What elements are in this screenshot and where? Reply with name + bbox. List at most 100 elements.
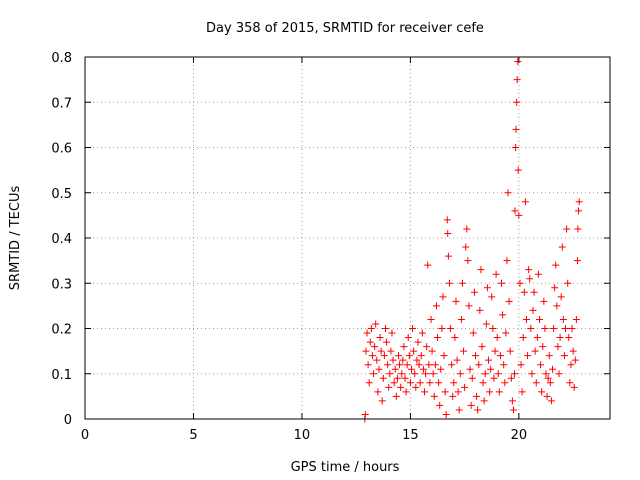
ticks — [84, 56, 610, 420]
data-point — [513, 76, 521, 84]
data-point — [537, 361, 545, 369]
data-point — [398, 370, 406, 378]
data-point — [454, 388, 462, 396]
data-point — [426, 379, 434, 387]
data-point — [512, 125, 520, 133]
data-point — [557, 293, 565, 301]
data-point — [366, 338, 374, 346]
y-tick-label: 0.3 — [51, 277, 72, 292]
data-point — [399, 356, 407, 364]
data-point — [515, 211, 523, 219]
y-tick-label: 0.7 — [51, 96, 72, 111]
data-point — [490, 374, 498, 382]
data-point — [477, 266, 485, 274]
data-point — [547, 397, 555, 405]
data-point — [440, 352, 448, 360]
data-point — [535, 315, 543, 323]
data-point — [466, 365, 474, 373]
data-point — [470, 288, 478, 296]
data-point — [417, 352, 425, 360]
data-point — [567, 361, 575, 369]
data-point — [393, 374, 401, 382]
data-point — [412, 383, 420, 391]
data-point — [539, 343, 547, 351]
data-point — [529, 306, 537, 314]
data-point — [384, 361, 392, 369]
data-point — [376, 334, 384, 342]
data-point — [566, 379, 574, 387]
data-point — [479, 379, 487, 387]
data-point — [442, 410, 450, 418]
data-point — [518, 388, 526, 396]
data-point — [434, 334, 442, 342]
data-point — [520, 288, 528, 296]
data-point — [379, 374, 387, 382]
data-point — [428, 347, 436, 355]
data-point — [475, 361, 483, 369]
data-point — [385, 383, 393, 391]
data-point — [400, 343, 408, 351]
data-point — [373, 356, 381, 364]
data-point — [429, 370, 437, 378]
data-point — [450, 379, 458, 387]
data-point — [391, 365, 399, 373]
data-point — [453, 356, 461, 364]
data-point — [551, 284, 559, 292]
data-point — [499, 311, 507, 319]
data-point — [504, 189, 512, 197]
data-point — [410, 347, 418, 355]
data-point — [505, 297, 513, 305]
data-point — [455, 406, 463, 414]
data-point — [528, 370, 536, 378]
grid — [85, 57, 610, 419]
data-point — [549, 365, 557, 373]
data-point — [575, 198, 583, 206]
data-point — [544, 374, 552, 382]
data-point — [386, 370, 394, 378]
data-point — [374, 388, 382, 396]
data-point — [381, 325, 389, 332]
data-point — [444, 252, 452, 260]
data-point — [545, 352, 553, 360]
data-point — [542, 370, 550, 378]
data-point — [423, 343, 431, 351]
data-point — [467, 401, 475, 409]
data-point — [517, 361, 525, 369]
data-point — [558, 243, 566, 251]
data-point — [368, 352, 376, 360]
data-point — [564, 279, 572, 287]
data-point — [394, 352, 402, 360]
data-point — [422, 370, 430, 378]
data-point — [397, 383, 405, 391]
data-point — [388, 329, 396, 337]
data-point — [431, 361, 439, 369]
data-point — [396, 361, 404, 369]
data-point — [361, 410, 369, 418]
data-point — [436, 401, 444, 409]
data-point — [495, 388, 503, 396]
data-point — [514, 166, 522, 174]
data-point — [524, 352, 532, 360]
data-point — [568, 325, 576, 332]
data-point — [439, 293, 447, 301]
y-tick-label: 0 — [64, 413, 72, 428]
y-tick-label: 0.1 — [51, 368, 72, 383]
data-point — [560, 352, 568, 360]
data-point — [554, 343, 562, 351]
x-axis-label: GPS time / hours — [291, 460, 400, 475]
data-point — [364, 361, 372, 369]
data-point — [572, 315, 580, 323]
data-point — [516, 279, 524, 287]
data-point — [569, 347, 577, 355]
data-point — [401, 374, 409, 382]
data-point — [407, 365, 415, 373]
data-point — [485, 356, 493, 364]
data-point — [445, 279, 453, 287]
plot-frame — [84, 56, 611, 420]
data-point — [492, 270, 500, 278]
data-point — [430, 392, 438, 400]
data-point — [493, 334, 501, 342]
y-tick-label: 0.8 — [51, 51, 72, 66]
data-point — [447, 325, 455, 332]
data-point — [367, 325, 375, 332]
